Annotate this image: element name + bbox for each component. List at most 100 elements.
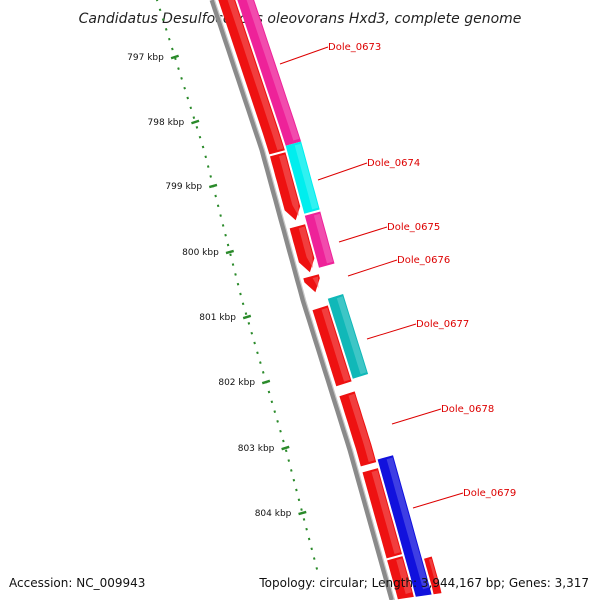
tick-mark (242, 314, 252, 320)
scale-dot (201, 145, 205, 149)
scale-dot (204, 155, 207, 159)
gene-feature-dole_0675 (304, 211, 335, 268)
scale-dot (312, 557, 316, 560)
tick-mark (281, 445, 290, 451)
tick-label: 799 kbp (165, 182, 202, 192)
tick-mark (191, 119, 200, 125)
cds-arrow (362, 468, 402, 559)
scale-dot (224, 233, 227, 237)
gene-label-dole_0673: Dole_0673 (279, 42, 381, 65)
tick-label: 797 kbp (127, 53, 164, 63)
scale-dot (241, 302, 245, 306)
cds-arrow (424, 556, 442, 595)
scale-dot (171, 47, 174, 51)
tick-label: 803 kbp (238, 444, 275, 454)
scale-dot (250, 331, 254, 335)
genome-summary-text: Topology: circular; Length: 3,944,167 bp… (258, 576, 589, 590)
scale-dot (297, 498, 301, 502)
cds-arrow (270, 152, 301, 221)
scale-tick: 804 kbp (255, 509, 307, 519)
scale-dot (209, 175, 212, 178)
scale-dot (287, 459, 291, 462)
gene-label-text: Dole_0674 (367, 158, 420, 169)
gene-feature-track (237, 0, 442, 597)
scale-dot (284, 449, 288, 453)
leader-line (366, 323, 417, 340)
scale-dot (310, 547, 313, 551)
leader-line (391, 408, 442, 425)
leader-line (347, 259, 398, 277)
scale-dot (307, 537, 311, 541)
scale-dot (214, 194, 217, 198)
cds-arrow (339, 391, 377, 467)
scale-tick: 799 kbp (165, 182, 218, 192)
scale-dot (186, 96, 190, 100)
scale-dot (300, 508, 303, 511)
scale-dot (256, 351, 259, 355)
backbone-highlight (213, 0, 396, 600)
scale-dot (164, 28, 168, 31)
scale-dot (206, 165, 210, 168)
scale-dot (236, 282, 240, 286)
scale-dot (177, 67, 180, 70)
cds-arrow (218, 0, 285, 155)
gene-label-dole_0679: Dole_0679 (412, 488, 516, 509)
scale-dot (261, 371, 265, 374)
gene-labels: Dole_0673 Dole_0674 Dole_0675 Dole_0676 Dole… (279, 42, 516, 509)
scale-dot (180, 77, 183, 80)
gene-label-text: Dole_0678 (441, 404, 494, 415)
scale-dot (273, 410, 277, 413)
scale-dot (189, 106, 193, 110)
gene-label-text: Dole_0677 (416, 319, 469, 330)
scale-dot (231, 263, 235, 266)
leader-line (412, 492, 464, 509)
scale-dot (174, 57, 177, 61)
tick-label: 800 kbp (182, 248, 219, 258)
gene-label-text: Dole_0675 (387, 222, 440, 233)
cds-arrow (312, 305, 352, 387)
scale-dot (282, 439, 285, 443)
scale-dot (279, 429, 282, 433)
scale-dot (270, 400, 274, 404)
gene-label-text: Dole_0676 (397, 255, 450, 266)
scale-dot (216, 204, 220, 208)
scale-dot (259, 361, 262, 364)
tick-label: 801 kbp (199, 313, 236, 323)
gene-label-text: Dole_0673 (328, 42, 381, 53)
scale-tick: 803 kbp (238, 444, 290, 454)
scale-dot (198, 135, 202, 139)
scale-ruler: 797 kbp 798 kbp 799 kbp 800 kbp 801 kbp 802 k… (127, 0, 319, 570)
tick-label: 804 kbp (255, 509, 292, 519)
cds-track (218, 0, 414, 600)
scale-dot (267, 390, 271, 394)
leader-line (338, 226, 388, 243)
tick-mark (170, 54, 180, 60)
accession-text: Accession: NC_009943 (9, 576, 145, 590)
scale-dot (234, 273, 237, 276)
gene-label-dole_0678: Dole_0678 (391, 404, 494, 425)
scale-dot (158, 8, 162, 12)
gene-feature-dole_0679 (377, 455, 432, 597)
scale-dot (295, 488, 298, 492)
scale-dot (290, 469, 293, 472)
scale-dot (195, 126, 199, 129)
scale-tick: 802 kbp (218, 378, 271, 388)
gene-feature-dole_0674 (285, 141, 320, 214)
scale-tick: 797 kbp (127, 53, 180, 63)
scale-dot (253, 341, 256, 345)
gene-label-dole_0676: Dole_0676 (347, 255, 450, 277)
tick-mark (298, 510, 307, 516)
gene-feature-dole_0677 (327, 294, 369, 379)
scale-dot (167, 37, 171, 41)
map-title: Candidatus Desulfococcus oleovorans Hxd3… (79, 11, 522, 27)
scale-dot (302, 518, 306, 521)
scale-dot (226, 243, 230, 247)
scale-dot (229, 253, 232, 257)
cds-arrow (387, 556, 414, 600)
genome-backbone (209, 0, 396, 600)
scale-dot (305, 527, 308, 531)
tick-mark (225, 249, 235, 255)
scale-dot (239, 292, 242, 296)
leader-line (317, 162, 368, 181)
